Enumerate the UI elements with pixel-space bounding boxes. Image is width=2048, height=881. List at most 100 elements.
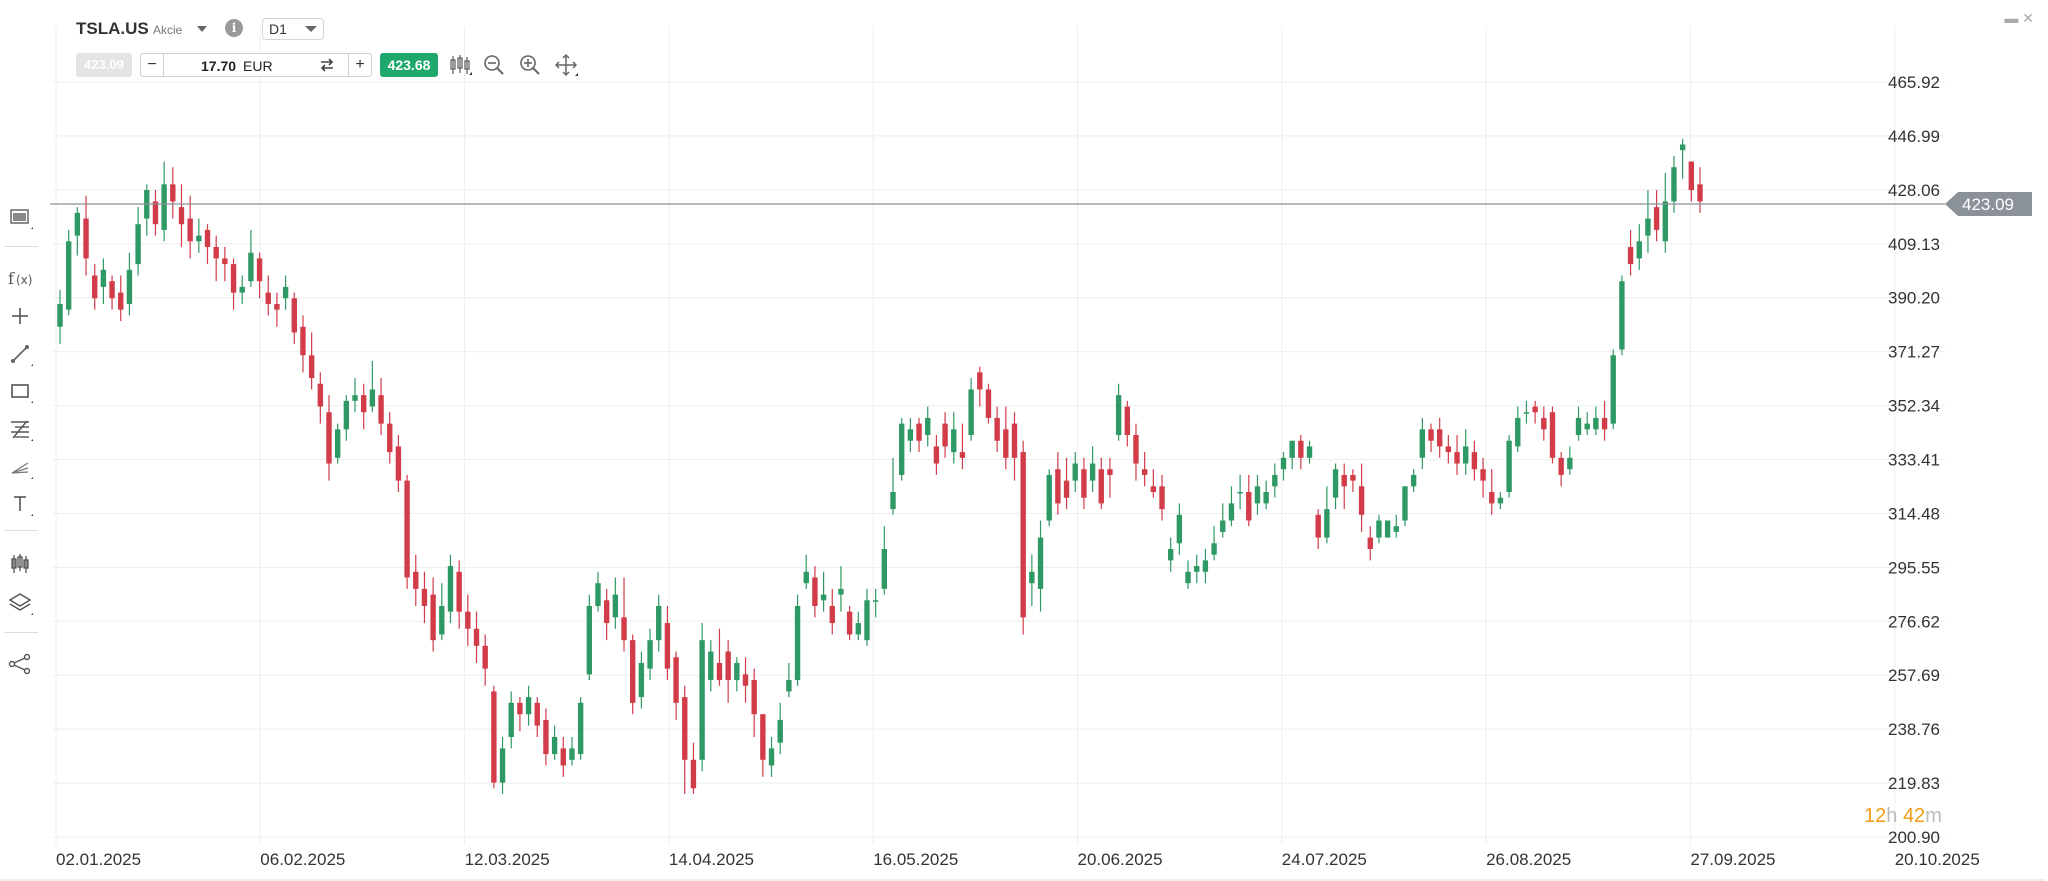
candle-body xyxy=(1489,492,1495,504)
candle-body xyxy=(291,298,297,333)
candle-body xyxy=(1523,412,1530,414)
candle-body xyxy=(994,417,1000,441)
buy-button[interactable]: 423.68 xyxy=(380,53,438,77)
current-price-label: 423.09 xyxy=(1962,195,2014,214)
candle-body xyxy=(1263,492,1269,504)
candle-body xyxy=(326,412,332,464)
candle-body xyxy=(352,395,358,401)
candle-body xyxy=(1115,395,1122,436)
candles xyxy=(57,138,1703,794)
candle-body xyxy=(282,286,289,299)
sell-button[interactable]: 423.09 xyxy=(76,53,132,77)
candle-body xyxy=(1358,486,1365,515)
candle-body xyxy=(1645,218,1651,236)
candle-body xyxy=(664,623,671,669)
candle-body xyxy=(1020,452,1026,618)
candle-body xyxy=(820,594,827,601)
zoom-in-icon[interactable] xyxy=(518,53,542,77)
candle-body xyxy=(369,389,376,407)
countdown-hours: 12 xyxy=(1864,805,1887,827)
candle-body xyxy=(74,212,81,236)
quantity-stepper[interactable]: − 17.70 EUR + xyxy=(140,53,372,77)
candle-body xyxy=(482,645,488,669)
candle-body xyxy=(413,571,419,589)
candle-body xyxy=(647,640,653,669)
quantity-value[interactable]: 17.70 xyxy=(201,58,237,74)
candle-body xyxy=(152,201,159,225)
candle-body xyxy=(1593,417,1599,430)
fibonacci-icon[interactable] xyxy=(7,416,34,442)
quantity-increase-button[interactable]: + xyxy=(348,54,371,76)
candle-body xyxy=(1072,463,1078,481)
current-price-tag xyxy=(1945,192,2032,217)
svg-text:(x): (x) xyxy=(16,273,32,287)
candle-body xyxy=(1350,474,1356,481)
candle-body xyxy=(829,605,835,624)
candle-body xyxy=(838,588,844,595)
candle-body xyxy=(1463,446,1469,464)
rectangle-icon[interactable] xyxy=(7,378,34,404)
candle-body xyxy=(135,224,141,265)
minimize-icon[interactable]: ▬ xyxy=(2004,10,2019,26)
candle-body xyxy=(334,429,341,458)
candle-body xyxy=(1376,520,1382,538)
candles-icon[interactable] xyxy=(448,53,472,77)
candle-body xyxy=(682,697,688,760)
symbol-title[interactable]: TSLA.US xyxy=(76,19,149,38)
candle-body xyxy=(872,600,879,602)
candle-body xyxy=(560,748,566,766)
candle-body xyxy=(1124,406,1130,436)
candle-body xyxy=(621,617,627,641)
swap-icon[interactable] xyxy=(319,57,335,73)
quantity-currency: EUR xyxy=(243,58,273,74)
candle-body xyxy=(673,657,679,703)
candle-body xyxy=(1454,452,1460,464)
candle-body xyxy=(421,588,428,606)
candle-body xyxy=(1627,247,1634,265)
candle-body xyxy=(985,389,992,418)
candle-body xyxy=(387,423,393,453)
candle-body xyxy=(1159,486,1165,510)
candle-body xyxy=(239,286,245,293)
text-tool-icon[interactable] xyxy=(7,491,34,517)
chart-type-icon[interactable] xyxy=(7,551,33,577)
x-tick-label: 26.08.2025 xyxy=(1486,850,1571,869)
timeframe-select[interactable]: D1 xyxy=(262,18,324,40)
y-tick-label: 371.27 xyxy=(1888,343,1940,362)
layers-icon[interactable] xyxy=(7,590,34,616)
candle-body xyxy=(586,605,593,675)
candle-body xyxy=(1133,435,1139,464)
zoom-out-icon[interactable] xyxy=(482,53,506,77)
pitchfork-icon[interactable] xyxy=(7,454,34,480)
candle-body xyxy=(343,400,350,430)
crosshair-move-icon[interactable] xyxy=(554,53,578,77)
candle-body xyxy=(777,719,783,743)
candle-body xyxy=(942,423,948,447)
candle-body xyxy=(1662,201,1668,242)
candle-body xyxy=(1228,503,1235,521)
candle-body xyxy=(1220,520,1226,532)
candle-body xyxy=(1237,492,1243,494)
candle-body xyxy=(1011,423,1018,458)
candle-body xyxy=(1532,406,1538,413)
crosshair-icon[interactable] xyxy=(7,303,33,329)
candle-body xyxy=(803,571,809,584)
x-tick-label: 12.03.2025 xyxy=(465,850,550,869)
window-icon[interactable] xyxy=(7,204,34,230)
close-icon[interactable]: ✕ xyxy=(2022,10,2034,26)
candle-body xyxy=(690,759,697,789)
candle-body xyxy=(543,719,549,755)
candle-body xyxy=(951,429,957,453)
symbol-dropdown-icon[interactable] xyxy=(194,22,210,36)
candle-body xyxy=(473,628,480,646)
line-tool-icon[interactable] xyxy=(7,341,34,367)
candle-body xyxy=(907,429,914,441)
share-icon[interactable] xyxy=(7,651,33,677)
window-controls[interactable]: ▬ ✕ xyxy=(2004,10,2034,27)
function-icon[interactable]: f (x) xyxy=(7,265,33,291)
info-icon[interactable]: i xyxy=(225,19,243,37)
chart-grid xyxy=(0,26,2045,881)
quantity-decrease-button[interactable]: − xyxy=(141,54,164,76)
candle-body xyxy=(1141,469,1148,475)
